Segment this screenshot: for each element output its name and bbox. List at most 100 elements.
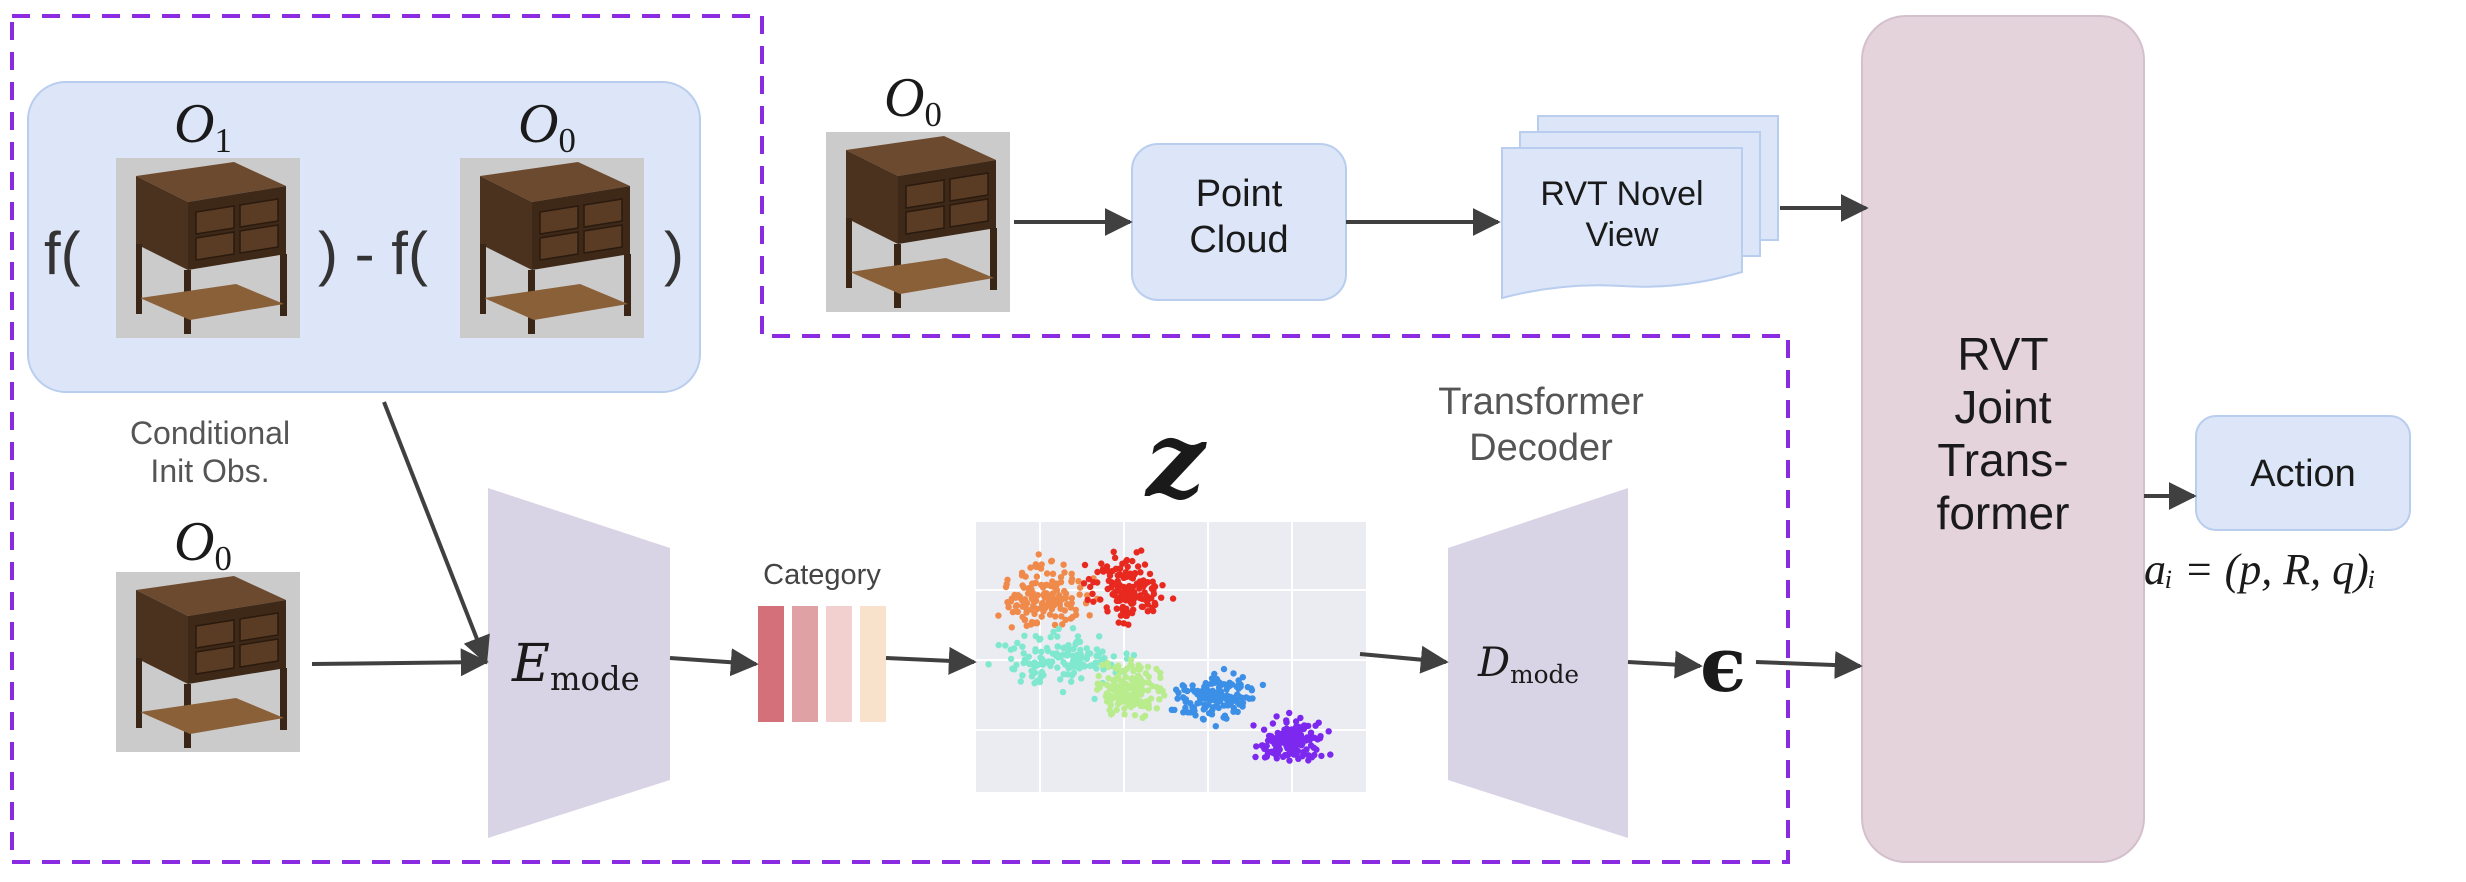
scatter-point [1136, 585, 1143, 592]
scatter-point [1199, 715, 1207, 722]
scatter-point [1055, 654, 1062, 661]
scatter-point [1297, 732, 1305, 740]
scatter-point [1189, 682, 1196, 689]
scatter-point [1022, 573, 1029, 580]
scatter-point [1093, 646, 1101, 653]
scatter-point [1272, 734, 1280, 742]
scatter-point [1259, 681, 1267, 689]
scatter-point [1313, 746, 1320, 753]
scatter-point [1277, 731, 1284, 738]
scatter-point [1139, 603, 1147, 611]
scatter-point [1087, 583, 1094, 591]
scatter-point [1299, 725, 1306, 733]
scatter-point [1232, 693, 1239, 701]
scatter-point [1275, 739, 1283, 747]
scatter-point [1110, 653, 1118, 660]
scatter-point [1025, 653, 1033, 660]
scatter-point [985, 661, 992, 668]
scatter-point [1094, 568, 1101, 576]
scatter-point [1246, 695, 1253, 702]
scatter-point [1029, 589, 1037, 596]
scatter-point [1211, 679, 1218, 686]
scatter-point [1064, 671, 1072, 678]
scatter-point [1070, 669, 1078, 676]
scatter-point [1281, 751, 1289, 759]
scatter-point [1137, 676, 1145, 683]
scatter-point [1049, 591, 1056, 598]
scatter-point [1117, 565, 1124, 572]
scatter-point [1151, 582, 1158, 590]
scatter-point [1099, 648, 1106, 655]
scatter-point [1038, 561, 1045, 568]
top-obs-o0-label: O0 [884, 67, 942, 134]
category-label: Category [763, 559, 881, 591]
scatter-point [1124, 563, 1131, 570]
action-formula: aᵢ = (p, R, q)ᵢ [2144, 545, 2376, 594]
scatter-point [1299, 752, 1307, 759]
scatter-point [1097, 596, 1104, 603]
scatter-point [1031, 659, 1038, 666]
scatter-point [1080, 580, 1088, 587]
obs-o1-label: O1 [174, 93, 232, 160]
scatter-point [1061, 607, 1069, 614]
scatter-point [1009, 608, 1017, 616]
scatter-point [1083, 645, 1091, 652]
scatter-point [1283, 719, 1290, 726]
scatter-point [1033, 573, 1041, 580]
scatter-point [1105, 675, 1112, 682]
scatter-point [1020, 659, 1027, 667]
scatter-point [1293, 722, 1300, 730]
scatter-point [1074, 661, 1081, 669]
scatter-point [1286, 757, 1293, 764]
scatter-point [1141, 561, 1149, 568]
scatter-point [1253, 743, 1260, 750]
bottom-obs-o0-label: O0 [174, 511, 232, 578]
scatter-point [1130, 667, 1137, 675]
scatter-point [1220, 665, 1228, 673]
scatter-point [1032, 648, 1039, 655]
scatter-point [1220, 714, 1227, 721]
scatter-point [1237, 683, 1244, 690]
scatter-point [1017, 678, 1024, 685]
scatter-point [1002, 642, 1009, 649]
scatter-point [1292, 718, 1300, 725]
scatter-point [1115, 696, 1122, 703]
scatter-point [1095, 672, 1102, 680]
scatter-point [1153, 705, 1161, 712]
scatter-point [1141, 712, 1149, 719]
scatter-point [1227, 700, 1235, 707]
scatter-point [1128, 609, 1136, 617]
scatter-point [1093, 665, 1100, 672]
scatter-point [1216, 679, 1223, 686]
scatter-point [1098, 560, 1105, 567]
scatter-point [1250, 722, 1257, 729]
scatter-point [1054, 643, 1061, 650]
scatter-point [1014, 608, 1021, 615]
scatter-point [1083, 653, 1091, 660]
scatter-point [1173, 686, 1180, 693]
scatter-point [1033, 677, 1041, 685]
scatter-point [1076, 591, 1083, 598]
scatter-point [1013, 602, 1020, 609]
scatter-point [1040, 608, 1047, 615]
scatter-point [1265, 748, 1273, 756]
scatter-point [1039, 599, 1046, 607]
scatter-point [1118, 667, 1125, 675]
scatter-point [1158, 594, 1165, 601]
scatter-point [1151, 599, 1159, 607]
scatter-point [1181, 695, 1188, 703]
scatter-point [1131, 571, 1138, 578]
scatter-point [1312, 722, 1319, 729]
scatter-point [1128, 600, 1135, 607]
sideboard-image [115, 571, 301, 753]
scatter-point [1137, 569, 1144, 576]
scatter-point [1061, 569, 1068, 576]
action-box [2195, 415, 2411, 531]
scatter-point [1089, 590, 1096, 597]
scatter-point [1028, 618, 1036, 626]
scatter-point [1187, 700, 1194, 707]
scatter-point [1085, 575, 1093, 583]
scatter-point [1064, 601, 1071, 608]
scatter-point [1159, 582, 1166, 589]
epsilon-symbol: ϵ [1700, 620, 1747, 709]
